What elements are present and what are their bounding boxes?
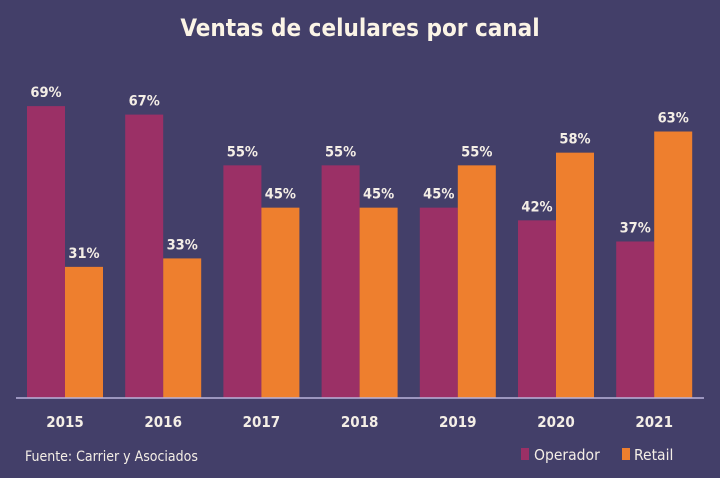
data-label-retail-2017: 45% (265, 187, 296, 203)
data-label-retail-2021: 63% (658, 111, 689, 127)
legend: Operador Retail (521, 446, 673, 464)
bar-operador-2019 (419, 207, 458, 398)
data-label-operador-2019: 45% (423, 187, 454, 203)
x-tick-2021: 2021 (635, 413, 673, 431)
x-tick-2017: 2017 (243, 413, 281, 431)
bar-operador-2017 (223, 165, 262, 398)
data-label-retail-2020: 58% (559, 132, 590, 148)
x-tick-2015: 2015 (46, 413, 84, 431)
legend-label-operador: Operador (534, 446, 600, 464)
data-label-operador-2020: 42% (521, 199, 552, 215)
x-tick-2020: 2020 (537, 413, 575, 431)
data-label-retail-2015: 31% (68, 246, 99, 262)
x-tick-2016: 2016 (144, 413, 182, 431)
legend-swatch-retail (622, 448, 630, 460)
bar-retail-2017 (261, 207, 300, 398)
bar-retail-2018 (359, 207, 398, 398)
bar-operador-2015 (27, 106, 65, 398)
legend-swatch-operador (521, 448, 529, 460)
legend-label-retail: Retail (634, 446, 673, 464)
data-label-operador-2015: 69% (30, 85, 61, 101)
data-label-operador-2021: 37% (620, 220, 651, 236)
x-tick-2019: 2019 (439, 413, 477, 431)
bar-operador-2018 (321, 165, 360, 398)
x-tick-2018: 2018 (341, 413, 379, 431)
bar-operador-2020 (518, 220, 556, 398)
bar-retail-2016 (163, 258, 202, 398)
data-label-operador-2018: 55% (325, 144, 356, 160)
data-label-retail-2018: 45% (363, 187, 394, 203)
source-note: Fuente: Carrier y Asociados (25, 449, 198, 465)
data-label-retail-2019: 55% (461, 144, 492, 160)
bar-retail-2015 (65, 266, 103, 398)
bar-retail-2021 (654, 131, 693, 398)
bar-operador-2021 (616, 241, 655, 398)
data-label-operador-2017: 55% (227, 144, 258, 160)
data-label-retail-2016: 33% (167, 237, 198, 253)
data-label-operador-2016: 67% (129, 94, 160, 110)
chart-title: Ventas de celulares por canal (180, 14, 539, 42)
bar-retail-2019 (457, 165, 496, 398)
bar-retail-2020 (556, 152, 594, 398)
bar-operador-2016 (125, 114, 164, 398)
